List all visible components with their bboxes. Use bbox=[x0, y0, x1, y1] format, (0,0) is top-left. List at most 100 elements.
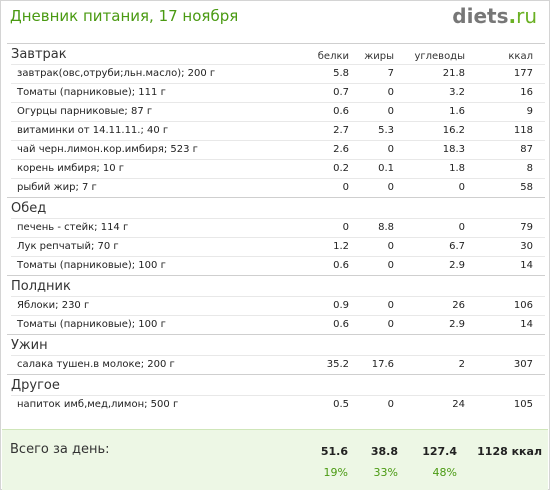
food-carbs: 24 bbox=[452, 399, 465, 410]
meal-section: Завтрак завтрак(овс,отруби;льн.масло); 20… bbox=[7, 43, 545, 197]
meal-title: Завтрак bbox=[7, 43, 545, 64]
daily-totals: Всего за день: 51.6 38.8 127.4 1128 ккал… bbox=[2, 429, 548, 490]
food-protein: 2.6 bbox=[333, 144, 349, 155]
food-carbs: 3.2 bbox=[449, 87, 465, 98]
meal-section: Другое напиток имб,мед,лимон; 500 г 0.5 0 24… bbox=[7, 374, 545, 414]
food-row[interactable]: Томаты (парниковые); 100 г 0.6 0 2.9 14 bbox=[11, 256, 545, 275]
food-fat: 17.6 bbox=[371, 359, 394, 370]
food-kcal: 58 bbox=[520, 182, 533, 193]
food-name: завтрак(овс,отруби;льн.масло); 200 г bbox=[17, 68, 216, 79]
food-kcal: 14 bbox=[520, 260, 533, 271]
food-protein: 0.9 bbox=[333, 300, 349, 311]
food-name: Томаты (парниковые); 111 г bbox=[17, 87, 166, 98]
food-protein: 35.2 bbox=[326, 359, 349, 370]
food-carbs: 21.8 bbox=[442, 68, 465, 79]
food-fat: 5.3 bbox=[378, 125, 394, 136]
meal-title: Ужин bbox=[7, 334, 545, 355]
food-name: витаминки от 14.11.11.; 40 г bbox=[17, 125, 169, 136]
food-protein: 0.6 bbox=[333, 106, 349, 117]
column-header-carbs: углеводы bbox=[414, 51, 465, 62]
food-carbs: 6.7 bbox=[449, 241, 465, 252]
food-carbs: 0 bbox=[458, 182, 465, 193]
food-name: печень - стейк; 114 г bbox=[17, 222, 129, 233]
totals-protein-percent: 19% bbox=[323, 466, 348, 479]
food-name: корень имбиря; 10 г bbox=[17, 163, 125, 174]
food-protein: 0 bbox=[342, 182, 349, 193]
food-row[interactable]: корень имбиря; 10 г 0.2 0.1 1.8 8 bbox=[11, 159, 545, 178]
food-name: Огурцы парниковые; 87 г bbox=[17, 106, 153, 117]
logo-tld: ru bbox=[516, 4, 537, 28]
food-kcal: 14 bbox=[520, 319, 533, 330]
food-protein: 0.7 bbox=[333, 87, 349, 98]
food-kcal: 16 bbox=[520, 87, 533, 98]
food-protein: 0.2 bbox=[333, 163, 349, 174]
food-kcal: 118 bbox=[513, 125, 533, 136]
food-name: рыбий жир; 7 г bbox=[17, 182, 97, 193]
meal-title: Полдник bbox=[7, 275, 545, 296]
food-row[interactable]: Томаты (парниковые); 111 г 0.7 0 3.2 16 bbox=[11, 83, 545, 102]
food-name: Томаты (парниковые); 100 г bbox=[17, 260, 166, 271]
logo-dot: . bbox=[508, 4, 517, 28]
food-kcal: 30 bbox=[520, 241, 533, 252]
food-row[interactable]: Лук репчатый; 70 г 1.2 0 6.7 30 bbox=[11, 237, 545, 256]
food-protein: 0.6 bbox=[333, 319, 349, 330]
food-kcal: 105 bbox=[513, 399, 533, 410]
totals-kcal: 1128 ккал bbox=[477, 445, 542, 458]
food-fat: 0 bbox=[387, 87, 394, 98]
column-header-kcal: ккал bbox=[508, 51, 533, 62]
food-carbs: 1.8 bbox=[449, 163, 465, 174]
logo-main: diets bbox=[452, 4, 509, 28]
food-row[interactable]: чай черн.лимон.кор.имбиря; 523 г 2.6 0 18.3… bbox=[11, 140, 545, 159]
meal-title: Другое bbox=[7, 374, 545, 395]
column-header-fat: жиры bbox=[364, 51, 394, 62]
food-protein: 5.8 bbox=[333, 68, 349, 79]
totals-fat: 38.8 bbox=[370, 445, 398, 458]
food-row[interactable]: напиток имб,мед,лимон; 500 г 0.5 0 24 105 bbox=[11, 395, 545, 414]
food-protein: 0.5 bbox=[333, 399, 349, 410]
food-fat: 0 bbox=[387, 319, 394, 330]
food-carbs: 1.6 bbox=[449, 106, 465, 117]
food-protein: 0 bbox=[342, 222, 349, 233]
food-kcal: 307 bbox=[513, 359, 533, 370]
food-kcal: 9 bbox=[526, 106, 533, 117]
food-fat: 0 bbox=[387, 182, 394, 193]
food-row[interactable]: Томаты (парниковые); 100 г 0.6 0 2.9 14 bbox=[11, 315, 545, 334]
food-fat: 0 bbox=[387, 399, 394, 410]
food-row[interactable]: рыбий жир; 7 г 0 0 0 58 bbox=[11, 178, 545, 197]
page-title: Дневник питания, 17 ноября bbox=[10, 7, 239, 25]
totals-carbs-percent: 48% bbox=[432, 466, 457, 479]
food-fat: 7 bbox=[387, 68, 394, 79]
food-name: салака тушен.в молоке; 200 г bbox=[17, 359, 175, 370]
site-logo[interactable]: diets.ru bbox=[452, 4, 537, 28]
food-fat: 0 bbox=[387, 300, 394, 311]
food-carbs: 0 bbox=[458, 222, 465, 233]
food-row[interactable]: Яблоки; 230 г 0.9 0 26 106 bbox=[11, 296, 545, 315]
food-carbs: 26 bbox=[452, 300, 465, 311]
food-name: чай черн.лимон.кор.имбиря; 523 г bbox=[17, 144, 198, 155]
food-protein: 1.2 bbox=[333, 241, 349, 252]
food-row[interactable]: завтрак(овс,отруби;льн.масло); 200 г 5.8 7… bbox=[11, 64, 545, 83]
food-fat: 8.8 bbox=[378, 222, 394, 233]
food-carbs: 2.9 bbox=[449, 260, 465, 271]
food-name: Яблоки; 230 г bbox=[17, 300, 90, 311]
food-carbs: 2.9 bbox=[449, 319, 465, 330]
totals-protein: 51.6 bbox=[320, 445, 348, 458]
food-kcal: 79 bbox=[520, 222, 533, 233]
food-fat: 0 bbox=[387, 144, 394, 155]
food-fat: 0 bbox=[387, 241, 394, 252]
food-row[interactable]: Огурцы парниковые; 87 г 0.6 0 1.6 9 bbox=[11, 102, 545, 121]
totals-label: Всего за день: bbox=[10, 442, 110, 457]
food-row[interactable]: салака тушен.в молоке; 200 г 35.2 17.6 2 307 bbox=[11, 355, 545, 374]
food-protein: 2.7 bbox=[333, 125, 349, 136]
food-carbs: 2 bbox=[458, 359, 465, 370]
meal-title: Обед bbox=[7, 197, 545, 218]
meal-section: Ужин салака тушен.в молоке; 200 г 35.2 17.6… bbox=[7, 334, 545, 374]
food-name: напиток имб,мед,лимон; 500 г bbox=[17, 399, 179, 410]
food-fat: 0 bbox=[387, 260, 394, 271]
food-kcal: 8 bbox=[526, 163, 533, 174]
totals-fat-percent: 33% bbox=[373, 466, 398, 479]
food-row[interactable]: печень - стейк; 114 г 0 8.8 0 79 bbox=[11, 218, 545, 237]
food-carbs: 18.3 bbox=[442, 144, 465, 155]
food-row[interactable]: витаминки от 14.11.11.; 40 г 2.7 5.3 16.2 11… bbox=[11, 121, 545, 140]
